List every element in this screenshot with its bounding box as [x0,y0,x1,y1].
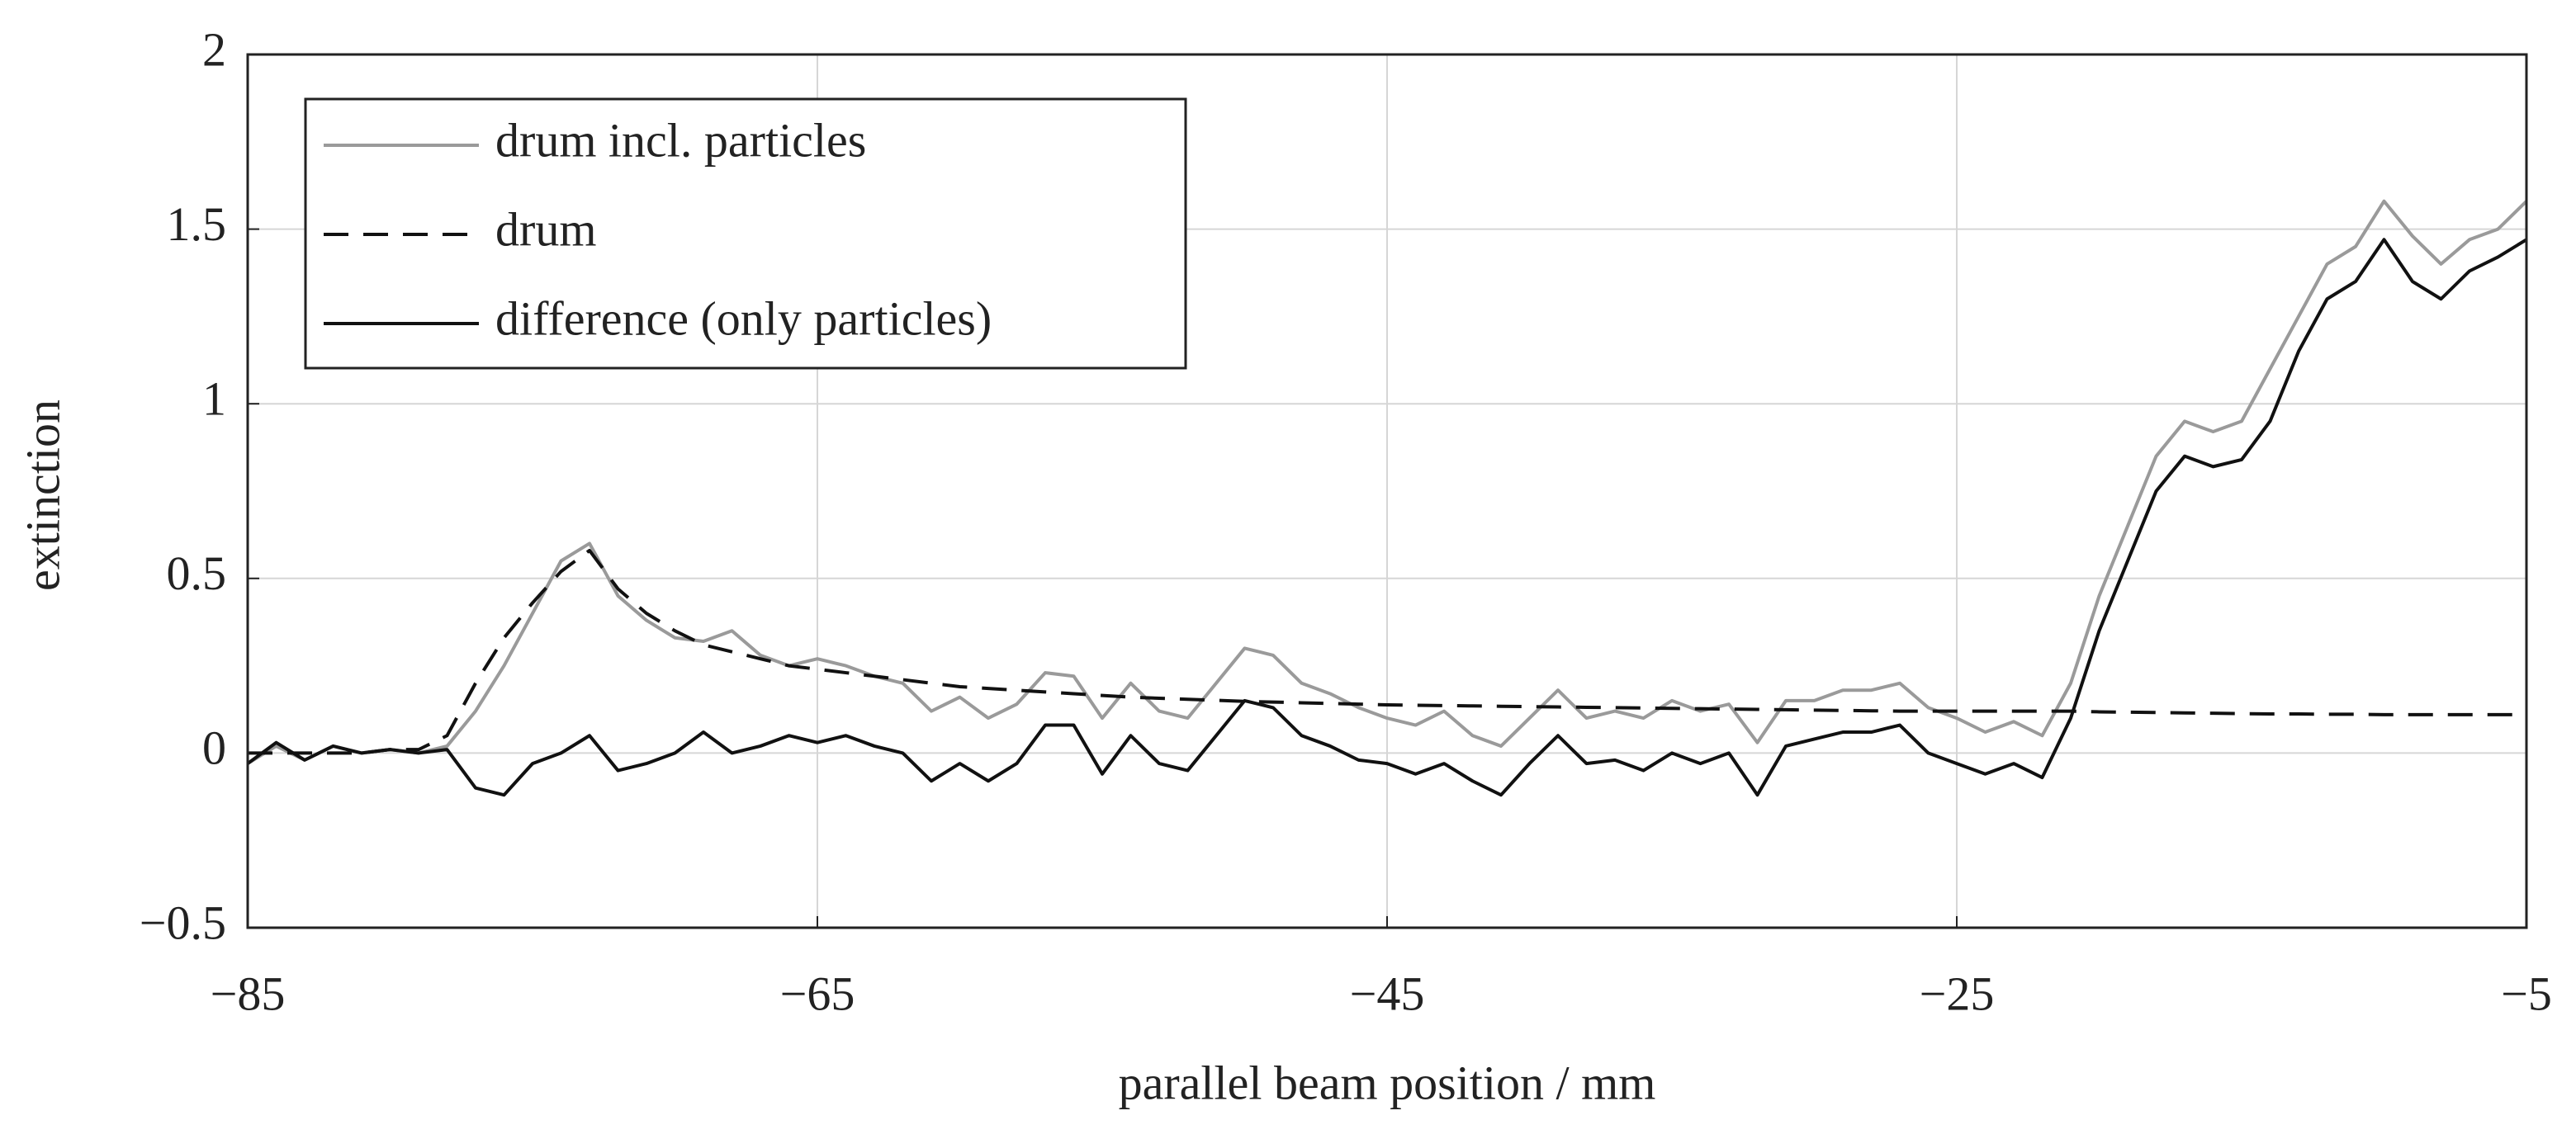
y-tick-label: 1.5 [167,197,227,251]
legend-label: difference (only particles) [495,291,992,345]
series-line [246,238,2528,797]
x-tick-label: −25 [1920,966,1995,1020]
legend-label: drum incl. particles [495,113,866,167]
y-axis-label: extinction [16,399,69,591]
y-tick-label: 0 [202,721,226,775]
y-tick-label: 0.5 [167,546,227,600]
y-tick-label: 2 [202,22,226,76]
legend-label: drum [495,202,596,256]
y-tick-label: −0.5 [140,896,226,949]
y-tick-label: 1 [202,372,226,426]
series-line [248,548,2526,755]
x-tick-label: −5 [2501,966,2552,1020]
x-axis-label: parallel beam position / mm [1119,1056,1656,1109]
x-tick-label: −65 [780,966,855,1020]
x-tick-label: −45 [1350,966,1425,1020]
series-line [246,199,2528,765]
plot-frame [246,53,2528,929]
x-tick-label: −85 [211,966,286,1020]
